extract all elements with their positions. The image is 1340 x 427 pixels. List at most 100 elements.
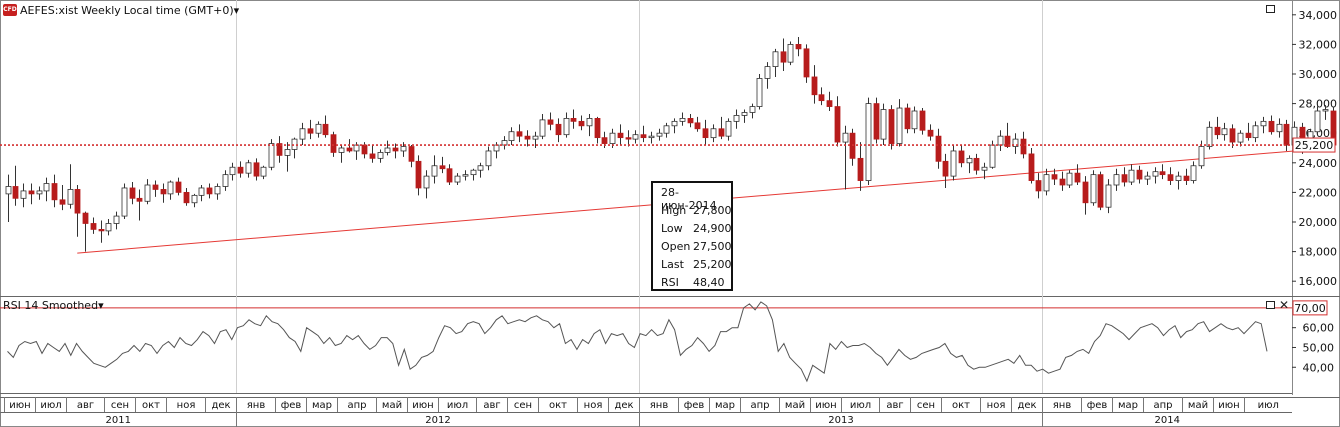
chart-header[interactable]: CFD AEFES:xist Weekly Local time (GMT+0)… <box>3 2 239 18</box>
candle <box>260 165 267 180</box>
candle <box>1051 168 1058 185</box>
candle <box>392 143 399 159</box>
candle <box>74 185 81 237</box>
candle-body-down <box>594 118 601 139</box>
candle <box>98 220 105 243</box>
candle-body-up <box>725 120 732 137</box>
candle-body-down <box>834 106 841 143</box>
candle <box>911 106 918 134</box>
candle <box>1237 130 1244 147</box>
candle-body-down <box>702 128 709 139</box>
candle-body-up <box>532 135 539 140</box>
symbol-label: AEFES:xist <box>20 3 79 17</box>
rsi-line <box>7 301 1268 383</box>
candle-body-up <box>1128 169 1135 183</box>
candle <box>322 115 329 138</box>
candle <box>144 179 151 205</box>
candle-body-up <box>1105 184 1112 208</box>
candle-body-down <box>1028 153 1035 181</box>
candle-body-up <box>36 190 43 195</box>
month-label: окт <box>549 400 567 411</box>
rsi-header[interactable]: RSI 14 Smoothed▾ <box>3 299 104 312</box>
chevron-down-icon[interactable]: ▾ <box>233 3 240 17</box>
candle-body-down <box>439 165 446 170</box>
candle-body-down <box>1059 178 1066 186</box>
candle <box>1090 170 1097 206</box>
candle-body-down <box>570 118 577 122</box>
month-label: ноя <box>584 400 603 411</box>
candle-body-up <box>1043 174 1050 192</box>
month-label: май <box>785 400 805 411</box>
candle <box>570 109 577 129</box>
candle <box>539 113 546 140</box>
candle <box>888 105 895 150</box>
month-label: апр <box>1153 400 1172 411</box>
last-price-box <box>1292 137 1336 153</box>
candle-body-down <box>253 162 260 177</box>
candle-body-down <box>408 146 415 162</box>
candle <box>90 217 97 234</box>
candle-body-up <box>671 120 678 127</box>
candle <box>291 137 298 159</box>
candle-body-up <box>377 152 384 159</box>
candle <box>578 115 585 131</box>
chevron-down-icon[interactable]: ▾ <box>98 299 104 312</box>
candle <box>640 125 647 143</box>
candle-body-up <box>896 107 903 144</box>
candle-body-down <box>601 137 608 144</box>
last-price-label: 25,200 <box>1295 139 1334 152</box>
candle-body-down <box>942 160 949 177</box>
candle <box>1136 165 1143 184</box>
rsi-level-label: 70,00 <box>1294 302 1326 315</box>
candle-body-down <box>129 187 136 199</box>
candle-body-up <box>741 112 748 116</box>
candle-body-up <box>20 190 27 199</box>
candle-body-down <box>1097 174 1104 208</box>
candle-body-up <box>1237 132 1244 143</box>
candle <box>532 131 539 148</box>
candle <box>439 156 446 174</box>
maximize-icon[interactable] <box>1266 5 1275 13</box>
rsi-maximize-icon[interactable] <box>1266 301 1275 309</box>
candle <box>1144 171 1151 185</box>
candle-body-up <box>508 131 515 142</box>
candle-body-up <box>1090 174 1097 204</box>
candle <box>756 74 763 110</box>
candle-body-up <box>772 51 779 67</box>
month-label: июн <box>1218 400 1239 411</box>
candle <box>594 116 601 144</box>
candle <box>826 91 833 111</box>
candle-body-down <box>524 135 531 140</box>
candle <box>129 182 136 205</box>
candle-body-down <box>1121 174 1128 183</box>
candle <box>307 119 314 140</box>
close-icon[interactable]: ✕ <box>1279 298 1290 312</box>
candle <box>710 124 717 143</box>
candle <box>625 130 632 147</box>
candle <box>1035 173 1042 199</box>
candle-body-up <box>493 144 500 152</box>
candle-body-up <box>462 174 469 177</box>
candle-body-up <box>1314 110 1321 133</box>
month-label: дек <box>1017 400 1036 411</box>
y-tick-label: 34,000 <box>1299 9 1338 22</box>
candle-body-down <box>322 123 329 136</box>
candle <box>136 189 143 221</box>
candle <box>198 185 205 202</box>
candle-body-up <box>1276 123 1283 133</box>
candle <box>1283 119 1290 151</box>
candle-body-up <box>842 132 849 143</box>
candle <box>563 112 570 138</box>
candle <box>873 97 880 144</box>
candle-body-up <box>911 110 918 130</box>
candle <box>904 103 911 134</box>
candle-body-down <box>780 51 787 63</box>
candle <box>462 170 469 181</box>
candle <box>842 125 849 190</box>
grid <box>236 0 1043 393</box>
candle <box>152 180 159 197</box>
candle-body-down <box>415 160 422 189</box>
candle <box>12 165 19 206</box>
candle-body-down <box>718 128 725 137</box>
